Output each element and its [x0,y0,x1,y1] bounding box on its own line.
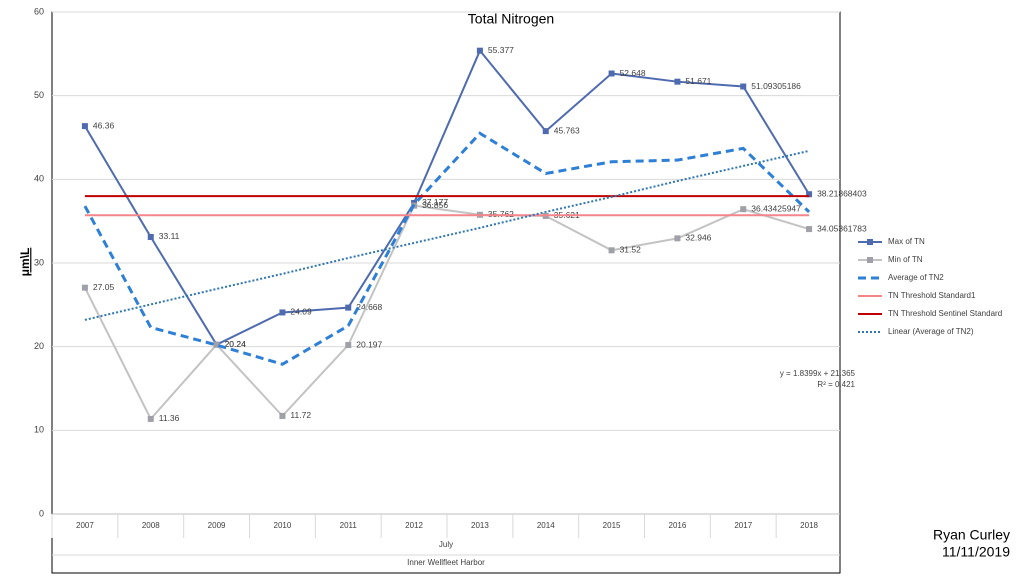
marker [476,47,483,54]
data-label: 45.763 [554,125,580,135]
data-label: 20.24 [225,339,247,349]
data-label: 52.648 [620,68,646,78]
marker [740,83,747,90]
marker [608,247,615,254]
marker [279,309,286,316]
chart-title: Total Nitrogen [468,11,554,27]
data-label: 51.09305186 [751,81,801,91]
x-tick-label: 2016 [669,521,687,530]
y-tick-label: 10 [34,425,44,435]
y-tick-label: 50 [34,90,44,100]
series-line [84,204,810,421]
marker [806,191,813,198]
y-tick-label: 60 [34,6,44,16]
date: 11/11/2019 [942,544,1010,560]
marker [740,206,747,213]
x-tick-label: 2007 [76,521,94,530]
legend-label: Linear (Average of TN2) [888,327,974,336]
author: Ryan Curley [933,527,1010,543]
data-label: 24.09 [290,307,312,317]
data-label: 20.24 [225,339,247,349]
data-label: 27.05 [93,282,115,292]
marker [81,284,88,291]
marker [674,235,681,242]
marker [542,128,549,135]
data-label: 11.72 [290,410,311,420]
marker [147,415,154,422]
data-label: 37.177 [422,197,448,207]
x-tick-label: 2012 [405,521,423,530]
x-sublabel: July [439,540,453,549]
data-label: 20.197 [356,339,382,349]
x-tick-label: 2018 [800,521,818,530]
marker [81,123,88,130]
trend-r2: R² = 0.421 [817,380,855,389]
data-label: 32.946 [685,233,711,243]
y-tick-label: 0 [39,508,44,518]
y-tick-label: 40 [34,174,44,184]
y-axis-label: μm\L [18,248,32,277]
data-label: 35.762 [488,209,514,219]
x-tick-label: 2010 [274,521,292,530]
legend-label: Min of TN [888,255,923,264]
x-axis-label: Inner Wellfleet Harbor [407,558,485,567]
chart-frame [51,11,841,574]
x-tick-label: 2009 [208,521,226,530]
x-tick-label: 2008 [142,521,160,530]
legend-label: TN Threshold Standard1 [888,291,976,300]
marker [345,342,352,349]
data-label: 38.21868403 [817,188,867,198]
data-label: 46.36 [93,120,115,130]
data-label: 31.52 [620,245,642,255]
marker [806,226,813,233]
marker [608,70,615,77]
legend-label: TN Threshold Sentinel Standard [888,309,1002,318]
data-label: 34.05361783 [817,223,867,233]
legend-marker [867,239,873,245]
data-label: 36.43425947 [751,203,801,213]
marker [674,78,681,85]
legend-marker [867,257,873,263]
data-label: 36.856 [422,200,448,210]
legend-label: Average of TN2 [888,273,944,282]
x-tick-label: 2014 [537,521,555,530]
data-label: 33.11 [159,231,180,241]
y-tick-label: 20 [34,341,44,351]
x-tick-label: 2013 [471,521,489,530]
data-label: 55.377 [488,45,514,55]
trend-equation: y = 1.8399x + 21.365 [780,369,856,378]
data-label: 11.36 [159,413,180,423]
legend-label: Max of TN [888,237,925,246]
data-label: 24.668 [356,302,382,312]
marker [213,341,220,348]
marker [147,233,154,240]
data-label: 51.671 [685,76,711,86]
series-line [83,131,811,366]
marker [345,304,352,311]
series-line [84,48,810,346]
x-tick-label: 2011 [340,521,358,530]
y-tick-label: 30 [34,257,44,267]
marker [279,412,286,419]
x-tick-label: 2017 [734,521,752,530]
x-tick-label: 2015 [603,521,621,530]
